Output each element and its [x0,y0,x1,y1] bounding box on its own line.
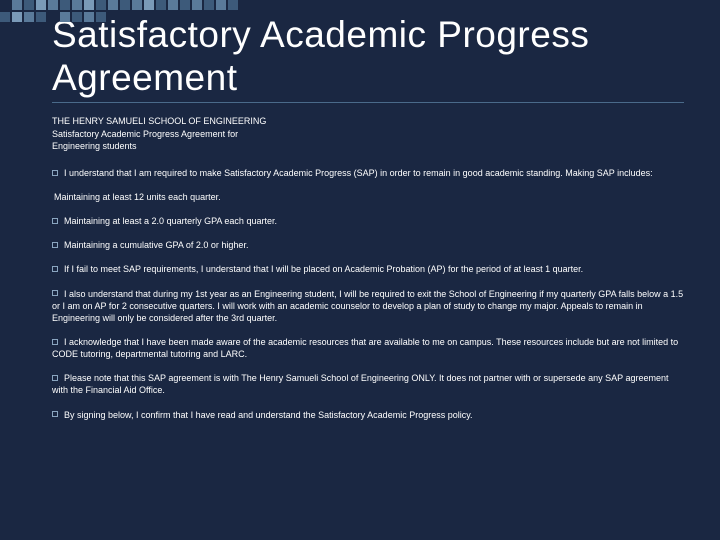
bullet-4: If I fail to meet SAP requirements, I un… [52,263,684,275]
header-line-1: THE HENRY SAMUELI SCHOOL OF ENGINEERING [52,115,684,128]
title-underline [52,102,684,103]
header-block: THE HENRY SAMUELI SCHOOL OF ENGINEERING … [52,115,684,153]
paragraph-5: I also understand that during my 1st yea… [52,288,684,324]
slide-content: Satisfactory Academic Progress Agreement… [0,0,720,421]
header-line-2: Satisfactory Academic Progress Agreement… [52,128,684,141]
bullet-2: Maintaining at least a 2.0 quarterly GPA… [52,215,684,227]
page-title: Satisfactory Academic Progress Agreement [52,14,684,99]
paragraph-6: I acknowledge that I have been made awar… [52,336,684,360]
bullet-1: Maintaining at least 12 units each quart… [52,191,684,203]
paragraph-7: Please note that this SAP agreement is w… [52,372,684,396]
bullet-3: Maintaining a cumulative GPA of 2.0 or h… [52,239,684,251]
paragraph-8: By signing below, I confirm that I have … [52,409,684,421]
header-line-3: Engineering students [52,140,684,153]
intro-paragraph: I understand that I am required to make … [52,167,684,179]
corner-decoration [0,0,280,26]
